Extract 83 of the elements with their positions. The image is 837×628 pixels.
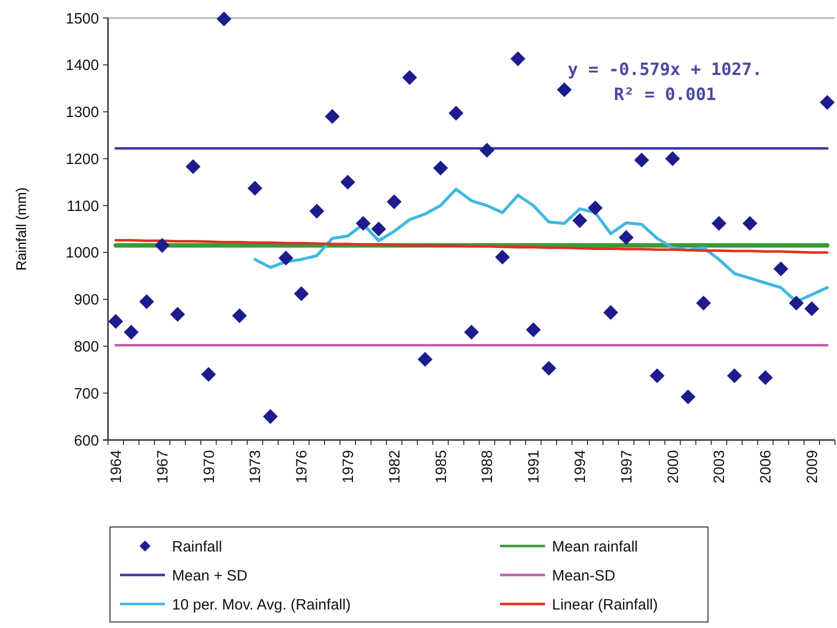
point — [480, 142, 494, 158]
x-tick-label: 2003 — [711, 450, 728, 484]
point — [309, 204, 324, 219]
point — [294, 286, 309, 302]
point — [170, 306, 186, 322]
legend-label: Linear (Rainfall) — [552, 596, 658, 614]
point — [201, 366, 216, 382]
y-tick-label: 900 — [74, 292, 99, 309]
point — [696, 296, 711, 310]
point — [680, 389, 696, 404]
line-series — [114, 239, 829, 254]
point — [263, 409, 278, 424]
x-tick-label: 1997 — [618, 450, 636, 484]
point — [742, 216, 758, 231]
x-tick-label: 1973 — [247, 450, 264, 484]
point — [371, 222, 386, 236]
annotation: R² = 0.001 — [614, 85, 716, 105]
legend-label: Mean rainfall — [552, 538, 638, 556]
x-tick-label: 1982 — [386, 450, 404, 484]
point — [541, 360, 556, 376]
point — [556, 82, 572, 98]
x-tick-label: 1985 — [432, 450, 450, 484]
point — [820, 94, 835, 110]
point — [248, 180, 262, 196]
legend-label: 10 per. Mov. Avg. (Rainfall) — [172, 596, 351, 614]
y-tick-label: 1000 — [66, 244, 99, 262]
y-tick-label: 1500 — [66, 10, 99, 28]
point — [773, 261, 788, 276]
legend-label: Rainfall — [172, 538, 222, 556]
legend-label: Mean + SD — [172, 567, 248, 584]
point — [186, 159, 200, 174]
point — [788, 296, 804, 310]
point — [154, 238, 170, 253]
point — [603, 305, 618, 320]
y-tick-label: 700 — [74, 385, 99, 402]
x-tick-label: 2000 — [664, 450, 682, 484]
point — [124, 324, 139, 340]
y-tick-label: 800 — [74, 338, 99, 356]
x-tick-label: 1994 — [572, 450, 590, 484]
legend-label: Mean-SD — [552, 567, 616, 584]
y-tick-label: 1100 — [66, 198, 99, 215]
point — [526, 322, 541, 338]
x-tick-label: 2009 — [804, 450, 822, 484]
point — [510, 51, 526, 66]
point — [278, 250, 294, 266]
point — [495, 250, 510, 265]
point — [448, 106, 464, 121]
point — [804, 301, 820, 316]
point — [386, 194, 402, 210]
point — [712, 216, 726, 231]
point — [232, 308, 247, 324]
point — [758, 370, 773, 386]
point — [402, 70, 418, 85]
x-tick-label: 1979 — [340, 450, 358, 484]
point — [340, 174, 356, 190]
point — [588, 200, 603, 216]
y-tick-label: 1200 — [66, 150, 99, 168]
point — [216, 12, 232, 26]
point — [650, 368, 665, 384]
point — [572, 213, 588, 228]
x-tick-label: 2006 — [758, 450, 775, 484]
point — [324, 109, 340, 124]
x-tick-label: 1988 — [479, 450, 496, 484]
point — [139, 294, 154, 310]
x-tick-label: 1976 — [294, 450, 311, 484]
x-tick-label: 1970 — [200, 450, 218, 484]
y-tick-label: 1300 — [66, 104, 99, 122]
point — [618, 230, 634, 245]
point — [727, 368, 742, 384]
annotation: y = -0.579x + 1027. — [568, 60, 762, 80]
point — [665, 151, 680, 166]
x-tick-label: 1967 — [154, 450, 172, 484]
y-axis-title: Rainfall (mm) — [13, 187, 29, 271]
y-tick-label: 600 — [74, 432, 99, 450]
y-tick-label: 1400 — [66, 57, 99, 74]
x-tick-label: 1991 — [526, 450, 543, 484]
point — [464, 324, 479, 340]
point — [356, 216, 371, 231]
x-tick-label: 1964 — [108, 450, 125, 484]
point — [418, 352, 433, 367]
point — [433, 160, 448, 176]
point — [108, 314, 124, 329]
point — [634, 152, 650, 168]
